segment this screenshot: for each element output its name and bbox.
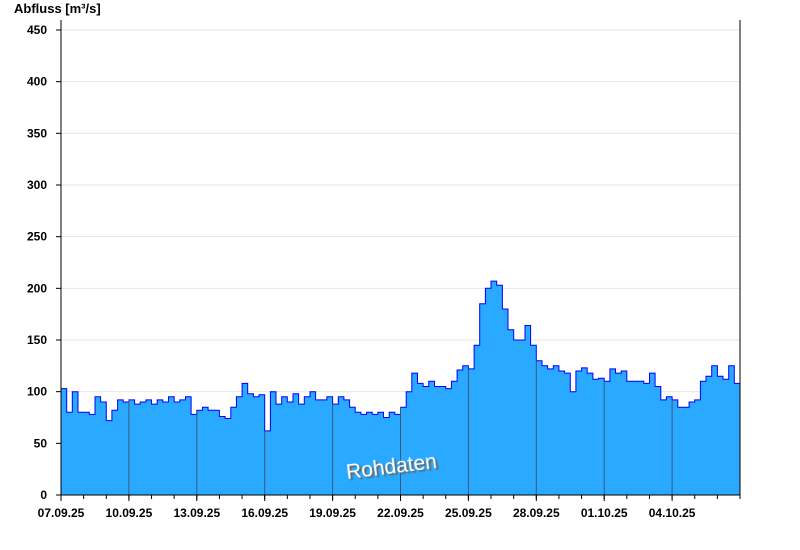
- day-marker-lines: [128, 360, 673, 495]
- y-tick-label: 100: [27, 385, 47, 399]
- discharge-area: [61, 281, 740, 495]
- x-axis-ticks: 07.09.25 10.09.25 13.09.25 16.09.25 19.09.25…: [38, 495, 741, 520]
- x-tick-label: 04.10.25: [649, 506, 696, 520]
- x-tick-label: 07.09.25: [38, 506, 85, 520]
- y-tick-label: 400: [27, 75, 47, 89]
- y-axis-ticks: 0 50 100 150 200 250 300 350 400 450: [27, 23, 61, 502]
- discharge-line: [61, 280, 740, 432]
- y-tick-label: 150: [27, 333, 47, 347]
- y-tick-label: 50: [34, 436, 48, 450]
- x-tick-label: 10.09.25: [106, 506, 153, 520]
- x-tick-label: 22.09.25: [377, 506, 424, 520]
- x-tick-label: 01.10.25: [581, 506, 628, 520]
- y-axis-label: Abfluss [m³/s]: [14, 1, 101, 16]
- x-tick-label: 13.09.25: [173, 506, 220, 520]
- x-tick-label: 25.09.25: [445, 506, 492, 520]
- y-tick-label: 250: [27, 230, 47, 244]
- y-tick-label: 300: [27, 178, 47, 192]
- y-tick-label: 450: [27, 23, 47, 37]
- y-tick-label: 350: [27, 126, 47, 140]
- y-tick-label: 0: [40, 488, 47, 502]
- x-tick-label: 28.09.25: [513, 506, 560, 520]
- grid-lines: [61, 29, 740, 444]
- x-tick-label: 19.09.25: [309, 506, 356, 520]
- y-tick-label: 200: [27, 281, 47, 295]
- x-tick-label: 16.09.25: [241, 506, 288, 520]
